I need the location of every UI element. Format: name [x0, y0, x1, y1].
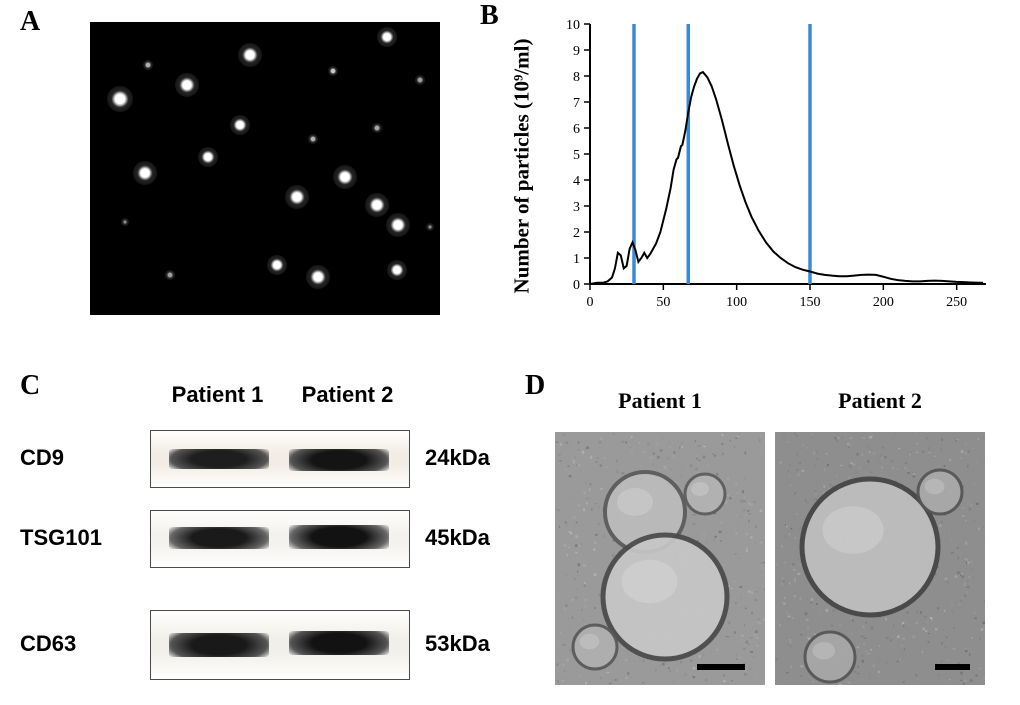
particle-dot [306, 265, 330, 289]
particle-dot [267, 255, 287, 275]
blot-lane [150, 510, 410, 568]
size-distribution-chart: 0 50 100 150 200 250 0 1 2 3 4 5 6 7 8 9 10 [540, 16, 996, 316]
particle-dot [387, 260, 407, 280]
blot-band [289, 525, 389, 549]
blot-lane [150, 430, 410, 488]
blot-lane [150, 610, 410, 680]
y-tick-label: 1 [573, 252, 580, 267]
blot-size-label: 53kDa [425, 631, 490, 657]
vesicle [573, 625, 617, 669]
panel-label-b: B [480, 0, 499, 32]
blot-band [169, 633, 269, 657]
figure-root: A B C D 0 50 100 150 200 250 0 1 2 3 4 5 6 7 8 9 10 Number of… [0, 0, 1020, 705]
blot-band [289, 631, 389, 655]
x-tick-label: 150 [800, 295, 821, 310]
blot-band [289, 449, 389, 471]
vesicle [685, 474, 725, 514]
particle-dot [328, 66, 338, 76]
em-micrograph [555, 432, 765, 685]
particle-dot [415, 75, 425, 85]
particle-dot [386, 213, 410, 237]
vesicle [603, 535, 727, 659]
y-tick-label: 0 [573, 278, 580, 293]
distribution-curve [590, 72, 983, 284]
vesicle [802, 479, 938, 615]
panel-label-c: C [20, 370, 40, 402]
blot-size-label: 24kDa [425, 445, 490, 471]
panel-label-d: D [525, 370, 545, 402]
particle-dot [198, 147, 218, 167]
particle-dot [107, 86, 133, 112]
particle-dot [372, 123, 382, 133]
y-tick-label: 9 [573, 44, 580, 59]
blot-row-label: TSG101 [20, 525, 102, 551]
blot-band [169, 449, 269, 469]
scale-bar [697, 664, 745, 670]
vesicle [918, 470, 962, 514]
particle-dot [133, 161, 157, 185]
vesicle [805, 632, 855, 682]
blot-row-label: CD9 [20, 445, 64, 471]
x-tick-label: 200 [873, 295, 894, 310]
particle-dot [121, 218, 129, 226]
em-image-label: Patient 2 [775, 388, 985, 414]
x-tick-label: 100 [726, 295, 747, 310]
em-micrograph [775, 432, 985, 685]
blot-column-label: Patient 1 [160, 382, 275, 408]
blot-column-label: Patient 2 [290, 382, 405, 408]
particle-dot [377, 27, 397, 47]
y-tick-label: 4 [573, 174, 580, 189]
particle-dot [230, 115, 250, 135]
blot-row-label: CD63 [20, 631, 76, 657]
y-tick-label: 5 [573, 148, 580, 163]
y-tick-label: 6 [573, 122, 580, 137]
particle-dot [285, 185, 309, 209]
y-axis-label: Number of particles (10⁹/ml) [510, 39, 535, 294]
particle-dot [426, 223, 434, 231]
blot-size-label: 45kDa [425, 525, 490, 551]
y-tick-label: 10 [566, 18, 580, 33]
particle-dot [308, 134, 318, 144]
panel-a-microscopy [90, 22, 440, 315]
y-tick-label: 2 [573, 226, 580, 241]
x-tick-label: 50 [656, 295, 670, 310]
scale-bar [935, 664, 970, 670]
em-image-label: Patient 1 [555, 388, 765, 414]
particle-dot [238, 43, 262, 67]
particle-dot [165, 270, 175, 280]
particle-dot [365, 193, 389, 217]
y-tick-label: 8 [573, 70, 580, 85]
particle-dot [143, 60, 153, 70]
blot-band [169, 527, 269, 549]
panel-label-a: A [20, 6, 40, 38]
x-tick-label: 250 [946, 295, 967, 310]
y-tick-label: 7 [573, 96, 580, 111]
panel-b-chart: 0 50 100 150 200 250 0 1 2 3 4 5 6 7 8 9 10 [540, 16, 996, 316]
particle-dot [333, 165, 357, 189]
y-tick-label: 3 [573, 200, 580, 215]
x-tick-label: 0 [587, 295, 594, 310]
particle-dot [175, 73, 199, 97]
